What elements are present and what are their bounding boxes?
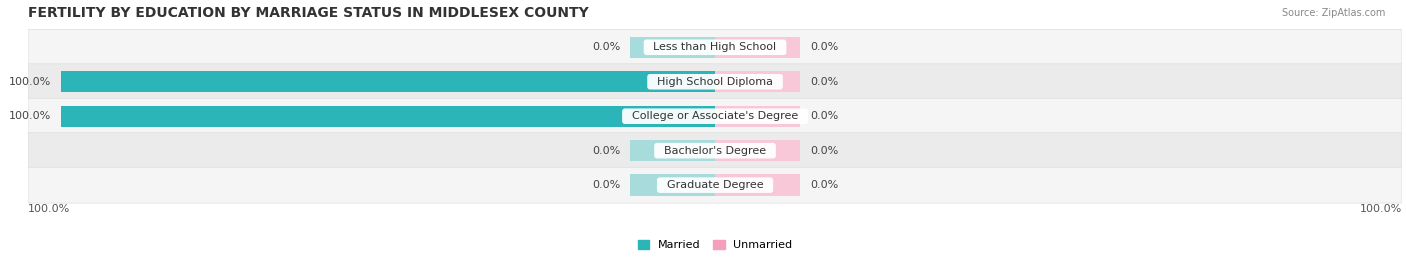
Text: FERTILITY BY EDUCATION BY MARRIAGE STATUS IN MIDDLESEX COUNTY: FERTILITY BY EDUCATION BY MARRIAGE STATU… bbox=[28, 6, 589, 20]
Text: 0.0%: 0.0% bbox=[810, 146, 838, 156]
Text: Source: ZipAtlas.com: Source: ZipAtlas.com bbox=[1281, 8, 1385, 18]
Bar bbox=[716, 175, 800, 196]
FancyBboxPatch shape bbox=[28, 64, 1402, 100]
Bar bbox=[630, 175, 716, 196]
Bar bbox=[630, 71, 716, 93]
Text: Bachelor's Degree: Bachelor's Degree bbox=[657, 146, 773, 156]
Bar bbox=[630, 105, 716, 127]
Bar bbox=[630, 140, 716, 161]
Bar bbox=[630, 37, 716, 58]
Text: 0.0%: 0.0% bbox=[810, 77, 838, 87]
Text: 0.0%: 0.0% bbox=[810, 42, 838, 52]
Text: 0.0%: 0.0% bbox=[592, 42, 620, 52]
Text: 0.0%: 0.0% bbox=[810, 180, 838, 190]
Text: Less than High School: Less than High School bbox=[647, 42, 783, 52]
FancyBboxPatch shape bbox=[28, 133, 1402, 169]
Text: 0.0%: 0.0% bbox=[592, 146, 620, 156]
Text: Graduate Degree: Graduate Degree bbox=[659, 180, 770, 190]
Text: 0.0%: 0.0% bbox=[810, 111, 838, 121]
Legend: Married, Unmarried: Married, Unmarried bbox=[633, 235, 797, 255]
Text: 100.0%: 100.0% bbox=[28, 204, 70, 214]
Bar bbox=[716, 105, 800, 127]
Bar bbox=[60, 71, 716, 93]
Bar bbox=[60, 105, 716, 127]
Bar bbox=[716, 140, 800, 161]
Text: College or Associate's Degree: College or Associate's Degree bbox=[624, 111, 806, 121]
FancyBboxPatch shape bbox=[28, 98, 1402, 134]
FancyBboxPatch shape bbox=[28, 167, 1402, 203]
Bar bbox=[716, 71, 800, 93]
Text: 100.0%: 100.0% bbox=[8, 77, 51, 87]
Text: 0.0%: 0.0% bbox=[592, 180, 620, 190]
FancyBboxPatch shape bbox=[28, 29, 1402, 65]
Bar bbox=[716, 37, 800, 58]
Text: High School Diploma: High School Diploma bbox=[650, 77, 780, 87]
Text: 100.0%: 100.0% bbox=[8, 111, 51, 121]
Text: 100.0%: 100.0% bbox=[1360, 204, 1402, 214]
